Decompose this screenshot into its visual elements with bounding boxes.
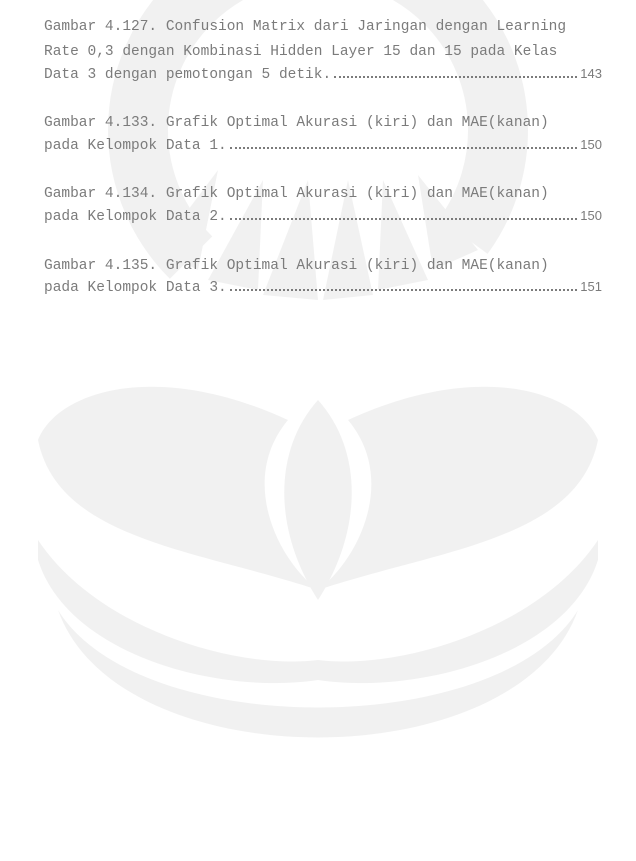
entry-line: Gambar 4.127. Confusion Matrix dari Jari… — [44, 19, 566, 35]
entry-line: Rate 0,3 dengan Kombinasi Hidden Layer 1… — [44, 44, 557, 60]
list-of-figures: Gambar 4.127. Confusion Matrix dari Jari… — [0, 0, 636, 300]
leader-dots — [334, 65, 577, 78]
leader-dots — [230, 207, 578, 220]
page-number: 151 — [580, 277, 602, 297]
toc-entry: Gambar 4.134. Grafik Optimal Akurasi (ki… — [44, 181, 602, 228]
page-number: 143 — [580, 64, 602, 84]
leader-dots — [230, 279, 578, 292]
leader-dots — [230, 136, 578, 149]
page-number: 150 — [580, 135, 602, 155]
page-number: 150 — [580, 206, 602, 226]
entry-tail: pada Kelompok Data 3. — [44, 277, 227, 299]
entry-tail: pada Kelompok Data 1. — [44, 135, 227, 157]
toc-entry: Gambar 4.133. Grafik Optimal Akurasi (ki… — [44, 110, 602, 157]
toc-entry: Gambar 4.127. Confusion Matrix dari Jari… — [44, 14, 602, 86]
entry-tail: Data 3 dengan pemotongan 5 detik. — [44, 64, 331, 86]
entry-line: Gambar 4.134. Grafik Optimal Akurasi (ki… — [44, 186, 549, 202]
toc-entry: Gambar 4.135. Grafik Optimal Akurasi (ki… — [44, 253, 602, 300]
entry-line: Gambar 4.135. Grafik Optimal Akurasi (ki… — [44, 258, 549, 274]
entry-tail: pada Kelompok Data 2. — [44, 206, 227, 228]
entry-line: Gambar 4.133. Grafik Optimal Akurasi (ki… — [44, 115, 549, 131]
